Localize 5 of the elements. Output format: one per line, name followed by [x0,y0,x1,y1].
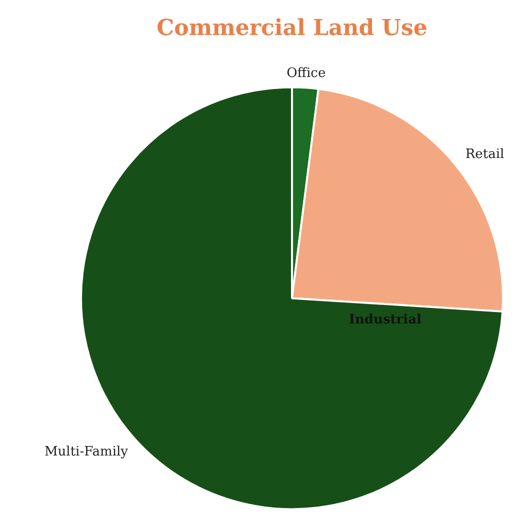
chart-title: Commercial Land Use [156,14,428,41]
slice-label: Retail [465,147,504,162]
category-label: Industrial [348,312,422,328]
slice-label: Multi-Family [44,444,129,460]
slice-label: Office [286,66,326,82]
